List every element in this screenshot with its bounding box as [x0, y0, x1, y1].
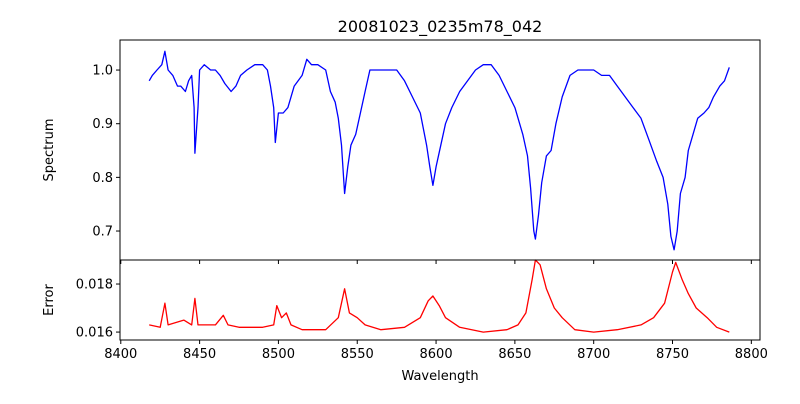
chart-title: 20081023_0235m78_042 [338, 17, 543, 37]
y-tick-label: 0.8 [92, 171, 113, 186]
x-tick-label: 8700 [577, 347, 610, 362]
y-tick-label: 0.7 [92, 225, 113, 240]
error-line [149, 259, 730, 333]
x-tick-label: 8650 [498, 347, 531, 362]
y-tick-label: 0.9 [92, 117, 113, 132]
error-axes: 0.016 0.018 8400 8450 8500 8550 8600 8650 8700 87… [76, 259, 768, 362]
axes-frame [119, 259, 761, 341]
spectrum-ylabel: Spectrum [42, 119, 57, 182]
x-tick-label: 8550 [341, 347, 374, 362]
x-tick-label: 8450 [183, 347, 216, 362]
x-tick-label: 8750 [656, 347, 689, 362]
x-tick-label: 8400 [104, 347, 137, 362]
error-ylabel: Error [42, 284, 57, 316]
x-tick-label: 8800 [735, 347, 768, 362]
x-axis-label: Wavelength [401, 369, 478, 384]
y-tick-label: 0.018 [76, 278, 113, 293]
x-tick-label: 8500 [262, 347, 295, 362]
y-tick-label: 0.016 [76, 326, 113, 341]
spectrum-line [148, 50, 730, 251]
spectrum-axes: 0.7 0.8 0.9 1.0 [92, 39, 761, 264]
x-tick-label: 8600 [420, 347, 453, 362]
y-tick-label: 1.0 [92, 64, 113, 79]
